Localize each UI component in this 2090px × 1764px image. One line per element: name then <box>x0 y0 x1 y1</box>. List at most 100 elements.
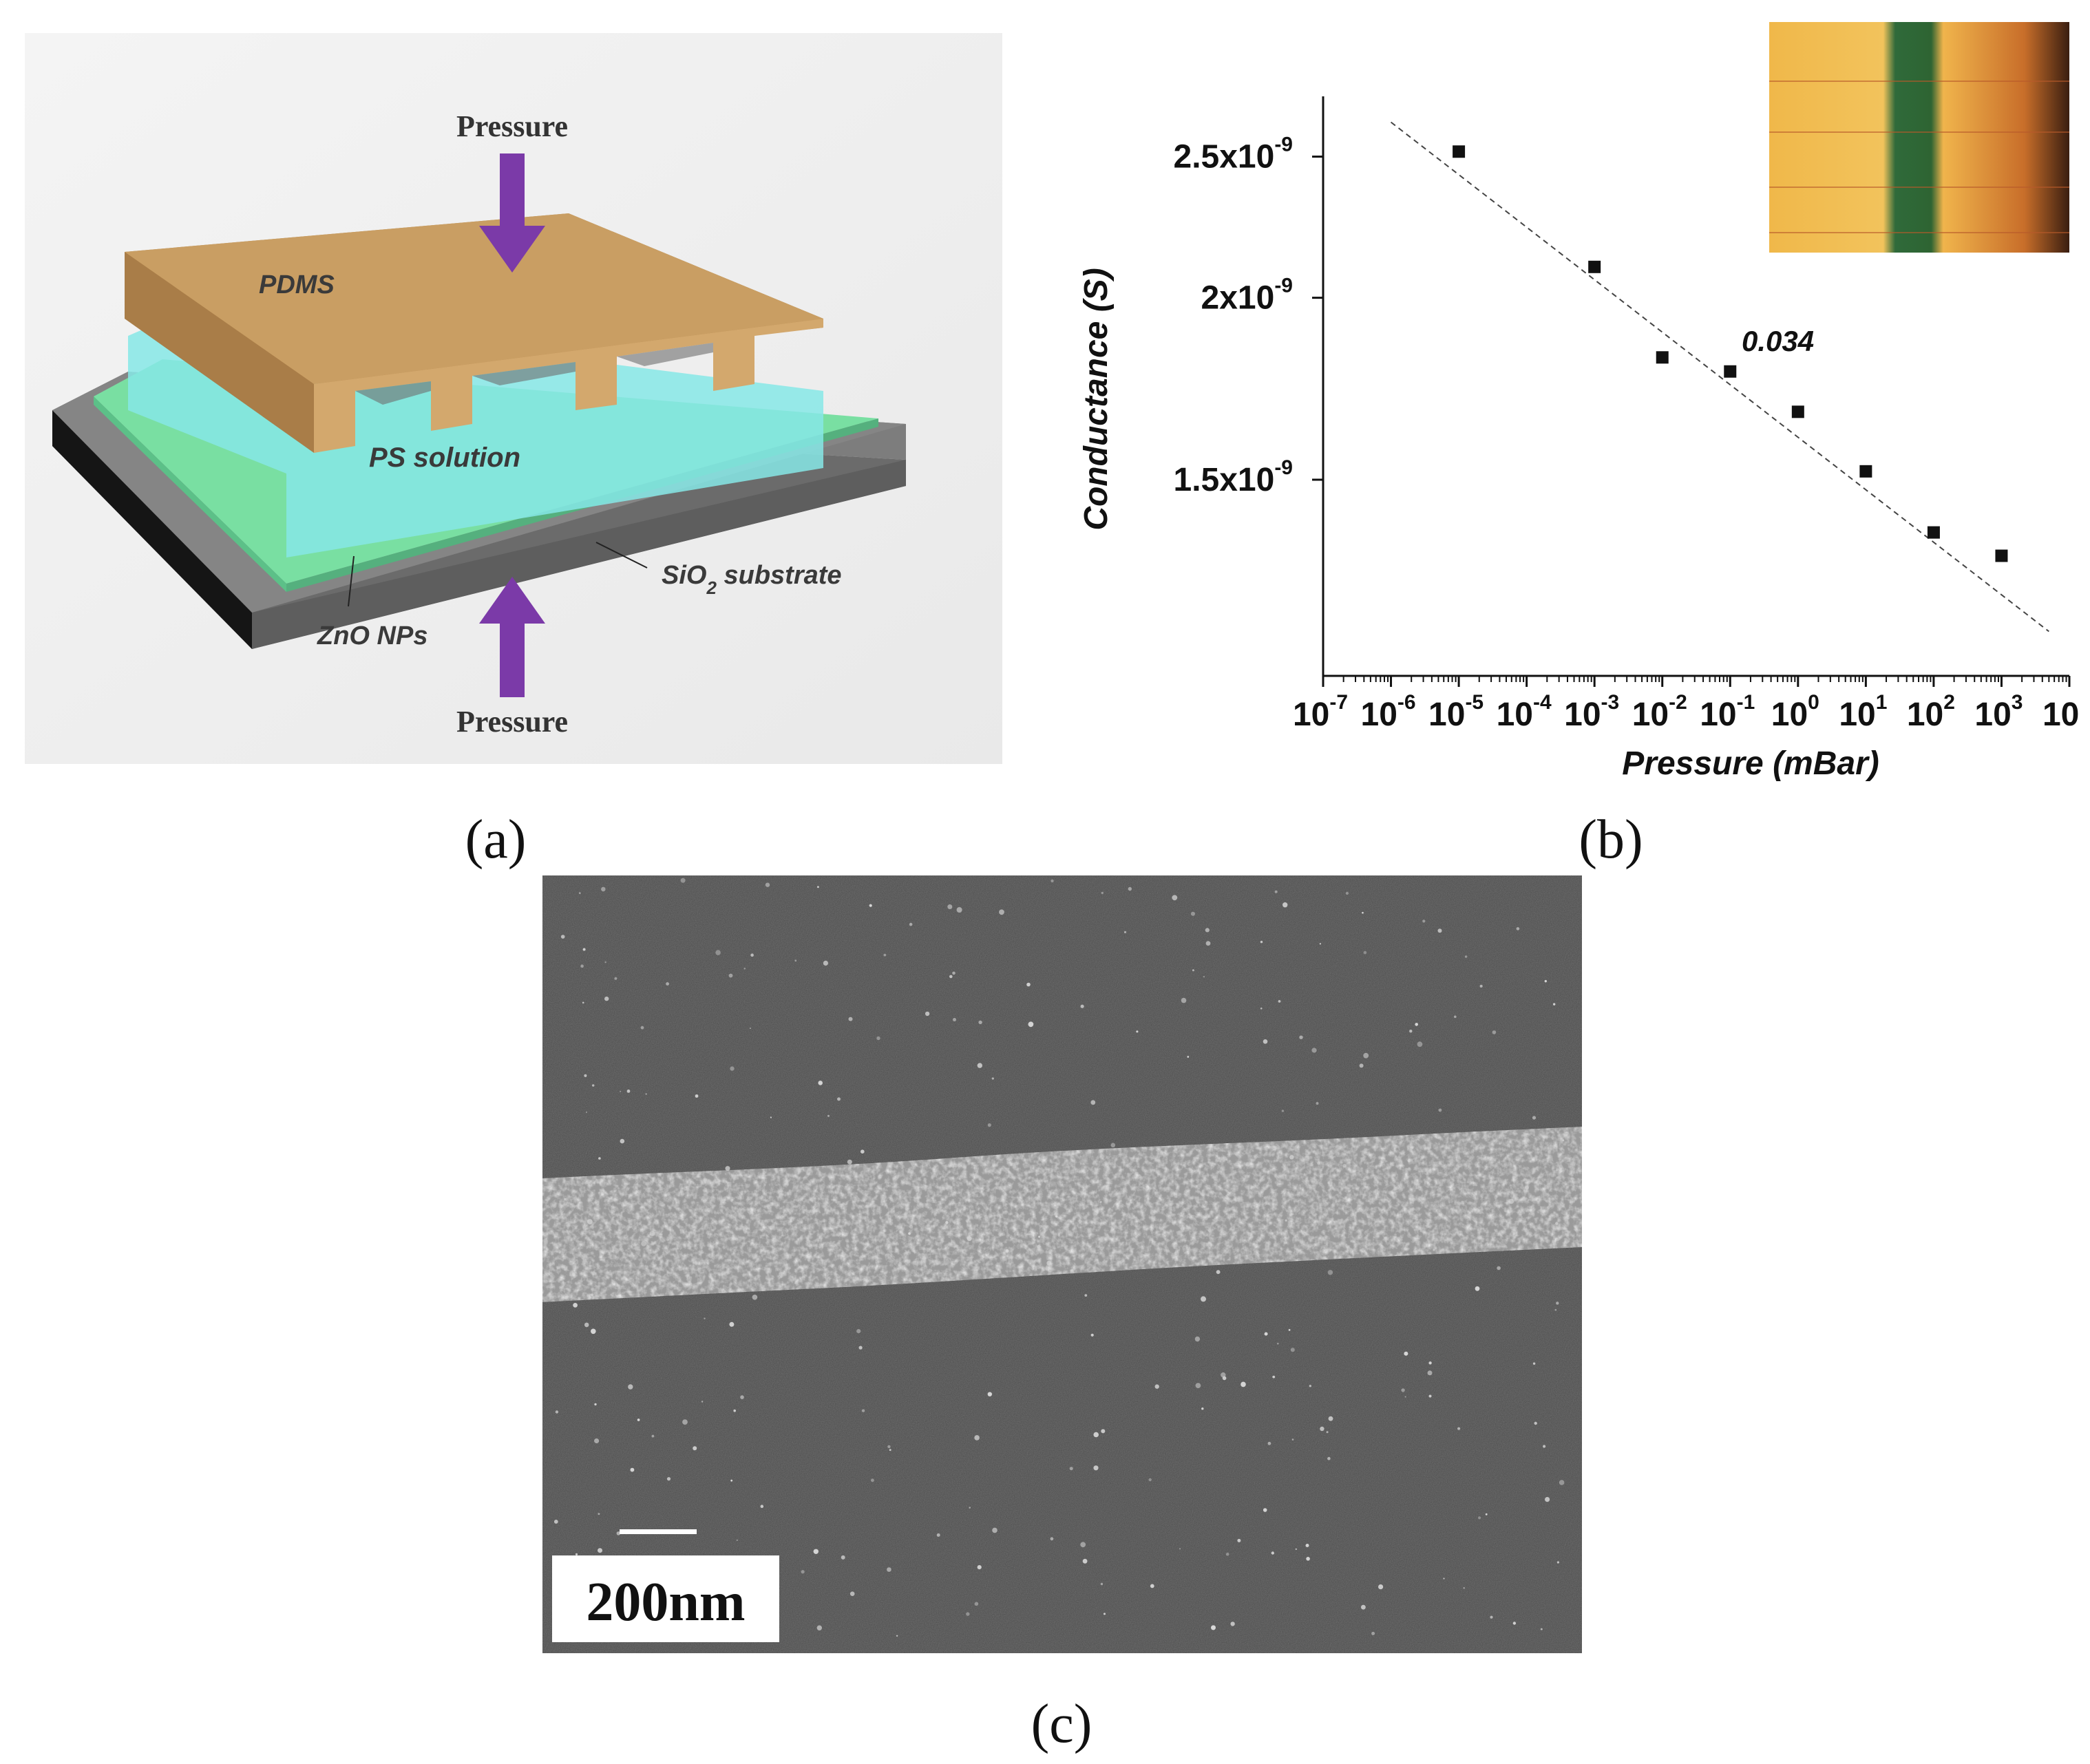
sem-speck <box>1327 1270 1333 1275</box>
sem-speck <box>1221 1372 1226 1378</box>
sem-speck <box>1463 1587 1465 1589</box>
sem-speck <box>876 1036 880 1041</box>
sem-speck <box>592 1084 595 1087</box>
sem-speck <box>1181 997 1187 1003</box>
sem-speck <box>749 1028 751 1029</box>
sem-speck <box>1553 1003 1556 1006</box>
data-point <box>1656 351 1669 364</box>
sem-speck <box>598 1548 602 1553</box>
sem-speck <box>956 907 962 913</box>
sem-speck <box>1084 1294 1088 1297</box>
sem-speck <box>1205 941 1211 946</box>
x-tick-label: 104 <box>2042 691 2079 733</box>
sem-speck <box>578 892 581 894</box>
sem-speck <box>977 1063 982 1068</box>
x-tick-label: 102 <box>1907 691 1955 733</box>
sem-speck <box>628 1384 633 1390</box>
sem-speck <box>1191 911 1195 916</box>
sem-speck <box>645 1093 647 1095</box>
sem-speck <box>974 1435 980 1441</box>
sem-speck <box>1438 1108 1442 1112</box>
sem-speck <box>1051 879 1054 883</box>
sem-speck <box>1192 969 1194 972</box>
zno-leader-line <box>348 555 355 607</box>
sem-speck <box>1101 1429 1106 1434</box>
x-tick-label: 10-7 <box>1293 691 1348 733</box>
sem-speck <box>1320 1426 1324 1432</box>
sem-speck <box>743 968 746 970</box>
sem-speck <box>909 1224 914 1229</box>
sem-speck <box>637 1418 640 1421</box>
sem-speck <box>949 975 953 979</box>
sem-speck <box>1225 1552 1229 1556</box>
sem-speck <box>1055 1215 1058 1218</box>
x-tick-label: 10-6 <box>1361 691 1416 733</box>
sem-speck <box>1311 1048 1317 1053</box>
sem-speck <box>1274 890 1278 893</box>
sem-speck <box>869 904 872 907</box>
x-tick-label: 103 <box>1974 691 2023 733</box>
sem-speck <box>977 1565 982 1570</box>
sem-speck <box>641 1241 646 1246</box>
x-tick-label: 10-5 <box>1428 691 1484 733</box>
sem-speck <box>1326 1431 1329 1434</box>
sem-speck <box>1361 1604 1366 1610</box>
sem-speck <box>1290 1348 1295 1352</box>
sem-speck <box>1475 1286 1480 1291</box>
sem-speck <box>1428 1394 1432 1398</box>
sio2-substrate-label: SiO2 substrate <box>662 561 842 598</box>
sem-speck <box>1417 1041 1423 1048</box>
sem-speck <box>591 1293 593 1297</box>
sem-speck <box>856 1329 861 1334</box>
sem-speck <box>777 1215 781 1218</box>
sem-speck <box>1267 1441 1271 1445</box>
sem-speck <box>604 996 609 1001</box>
fit-line <box>1390 121 2049 633</box>
sem-speck <box>587 1219 593 1224</box>
sem-speck <box>1512 1622 1517 1625</box>
sem-speck <box>1559 1480 1565 1485</box>
sem-speck <box>1272 1375 1276 1379</box>
sem-speck <box>1104 1613 1106 1615</box>
sem-speck <box>883 953 887 957</box>
sem-speck <box>695 1094 699 1098</box>
sem-speck <box>1319 943 1322 945</box>
sem-speck <box>1187 1056 1190 1058</box>
sem-speck <box>952 971 956 975</box>
data-point <box>1927 526 1940 539</box>
x-tick-label: 10-3 <box>1564 691 1619 733</box>
sem-speck <box>1281 1109 1285 1112</box>
sem-speck <box>1263 1508 1267 1512</box>
sem-speck <box>1080 1004 1084 1008</box>
sem-speck <box>1241 1381 1246 1388</box>
sem-speck <box>966 1612 970 1616</box>
y-tick-label: 2x10-9 <box>1201 275 1293 317</box>
sem-speck <box>693 1446 697 1451</box>
sem-speck <box>1317 1161 1321 1165</box>
sem-speck <box>1154 1384 1159 1389</box>
sem-speck <box>1443 1577 1445 1580</box>
sem-speck <box>1172 895 1178 901</box>
pressure-arrow-top <box>479 153 545 273</box>
sem-speck <box>1328 1416 1333 1421</box>
sem-speck <box>1362 911 1364 914</box>
sem-speck <box>945 1221 949 1224</box>
sem-speck <box>620 1090 622 1092</box>
sem-speck <box>1005 1249 1009 1253</box>
sem-speck <box>580 964 584 968</box>
sem-speck <box>823 960 828 966</box>
sem-speck <box>760 1505 764 1508</box>
sem-speck <box>817 886 819 889</box>
sem-speck <box>1090 1100 1096 1105</box>
sem-speck <box>1090 1333 1094 1337</box>
sem-speck <box>1516 927 1520 931</box>
pdms-stamp <box>125 213 823 453</box>
sem-speck <box>1260 940 1263 944</box>
sem-speck <box>909 922 913 926</box>
pressure-arrow-bottom <box>479 577 545 697</box>
x-tick-label: 10-4 <box>1497 691 1552 733</box>
sem-speck <box>704 1317 706 1319</box>
sem-speck <box>553 1520 558 1524</box>
sem-speck <box>752 1295 758 1300</box>
sem-speck <box>582 948 586 951</box>
